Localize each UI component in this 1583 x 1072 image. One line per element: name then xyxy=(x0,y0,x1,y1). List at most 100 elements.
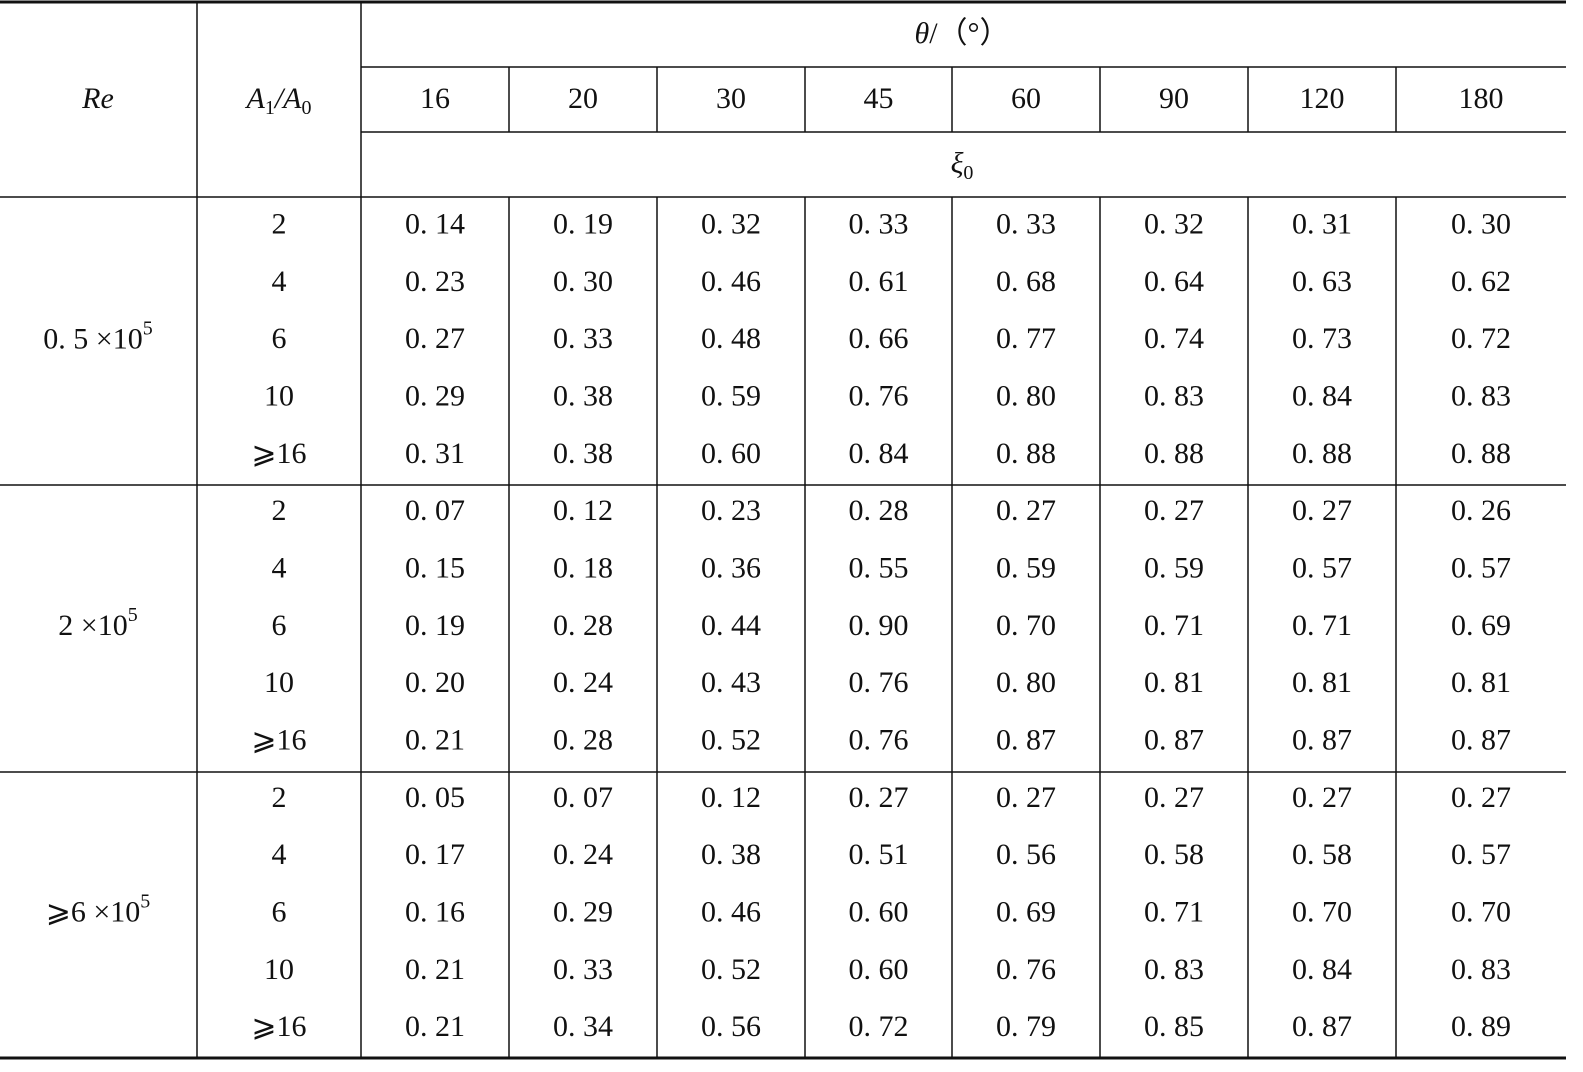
cell-value: 0. 27 xyxy=(849,781,909,814)
cell-value: 0. 33 xyxy=(553,953,613,986)
cell-value: 0. 27 xyxy=(1292,494,1352,527)
area-ratio: 4 xyxy=(272,838,287,871)
area-ratio: 6 xyxy=(272,896,287,929)
cell-value: 0. 88 xyxy=(1451,437,1511,470)
cell-value: 0. 34 xyxy=(553,1010,613,1043)
cell-value: 0. 59 xyxy=(1144,552,1204,585)
cell-value: 0. 83 xyxy=(1451,953,1511,986)
cell-value: 0. 51 xyxy=(849,838,909,871)
cell-value: 0. 63 xyxy=(1292,265,1352,298)
cell-value: 0. 58 xyxy=(1292,838,1352,871)
cell-value: 0. 24 xyxy=(553,666,613,699)
cell-value: 0. 31 xyxy=(1292,208,1352,241)
cell-value: 0. 59 xyxy=(996,552,1056,585)
area-ratio: 2 xyxy=(272,208,287,241)
cell-value: 0. 76 xyxy=(849,380,909,413)
area-ratio: 10 xyxy=(264,380,294,413)
cell-value: 0. 84 xyxy=(1292,953,1352,986)
cell-value: 0. 32 xyxy=(701,208,761,241)
xi-symbol: ξ xyxy=(951,147,964,180)
xi-header: ξ0 xyxy=(951,147,974,184)
cell-value: 0. 28 xyxy=(849,494,909,527)
area-ratio: 4 xyxy=(272,265,287,298)
cell-value: 0. 73 xyxy=(1292,322,1352,355)
cell-value: 0. 21 xyxy=(405,953,465,986)
cell-value: 0. 14 xyxy=(405,208,465,241)
area-ratio: 10 xyxy=(264,666,294,699)
cell-value: 0. 27 xyxy=(405,322,465,355)
cell-value: 0. 71 xyxy=(1144,896,1204,929)
cell-value: 0. 79 xyxy=(996,1010,1056,1043)
ratio-header: A1/A0 xyxy=(245,82,312,119)
cell-value: 0. 70 xyxy=(996,609,1056,642)
cell-value: 0. 46 xyxy=(701,265,761,298)
cell-value: 0. 60 xyxy=(701,437,761,470)
cell-value: 0. 64 xyxy=(1144,265,1204,298)
ratio-part: /A xyxy=(273,82,302,115)
cell-value: 0. 27 xyxy=(1451,781,1511,814)
cell-value: 0. 07 xyxy=(405,494,465,527)
cell-value: 0. 33 xyxy=(849,208,909,241)
angle-header: 20 xyxy=(568,82,598,115)
cell-value: 0. 77 xyxy=(996,322,1056,355)
cell-value: 0. 55 xyxy=(849,552,909,585)
theta-header: θ/（°） xyxy=(914,17,1009,50)
re-exp: 5 xyxy=(143,317,153,339)
cell-value: 0. 05 xyxy=(405,781,465,814)
angle-header: 120 xyxy=(1300,82,1345,115)
re-value: ⩾6 ×105 xyxy=(46,890,151,928)
cell-value: 0. 59 xyxy=(701,380,761,413)
cell-value: 0. 60 xyxy=(849,896,909,929)
cell-value: 0. 32 xyxy=(1144,208,1204,241)
cell-value: 0. 87 xyxy=(1292,724,1352,757)
angle-header: 30 xyxy=(716,82,746,115)
cell-value: 0. 19 xyxy=(405,609,465,642)
re-value: 2 ×105 xyxy=(58,604,137,642)
cell-value: 0. 83 xyxy=(1144,380,1204,413)
cell-value: 0. 57 xyxy=(1451,838,1511,871)
cell-value: 0. 62 xyxy=(1451,265,1511,298)
angle-header: 60 xyxy=(1011,82,1041,115)
cell-value: 0. 84 xyxy=(849,437,909,470)
angle-header: 180 xyxy=(1459,82,1504,115)
area-ratio: ⩾16 xyxy=(251,437,306,470)
cell-value: 0. 87 xyxy=(1292,1010,1352,1043)
area-ratio: 6 xyxy=(272,609,287,642)
cell-value: 0. 38 xyxy=(553,380,613,413)
cell-value: 0. 85 xyxy=(1144,1010,1204,1043)
cell-value: 0. 66 xyxy=(849,322,909,355)
cell-value: 0. 71 xyxy=(1292,609,1352,642)
cell-value: 0. 48 xyxy=(701,322,761,355)
re-base: 2 ×10 xyxy=(58,609,127,642)
cell-value: 0. 80 xyxy=(996,380,1056,413)
angle-header: 90 xyxy=(1159,82,1189,115)
cell-value: 0. 36 xyxy=(701,552,761,585)
cell-value: 0. 15 xyxy=(405,552,465,585)
cell-value: 0. 28 xyxy=(553,724,613,757)
cell-value: 0. 83 xyxy=(1144,953,1204,986)
ratio-part: 0 xyxy=(302,97,312,119)
cell-value: 0. 43 xyxy=(701,666,761,699)
cell-value: 0. 27 xyxy=(1292,781,1352,814)
cell-value: 0. 56 xyxy=(996,838,1056,871)
cell-value: 0. 27 xyxy=(1144,494,1204,527)
cell-value: 0. 57 xyxy=(1451,552,1511,585)
cell-value: 0. 21 xyxy=(405,1010,465,1043)
cell-value: 0. 30 xyxy=(1451,208,1511,241)
cell-value: 0. 27 xyxy=(1144,781,1204,814)
cell-value: 0. 17 xyxy=(405,838,465,871)
cell-value: 0. 74 xyxy=(1144,322,1204,355)
cell-value: 0. 68 xyxy=(996,265,1056,298)
cell-value: 0. 29 xyxy=(405,380,465,413)
area-ratio: 6 xyxy=(272,322,287,355)
cell-value: 0. 18 xyxy=(553,552,613,585)
re-exp: 5 xyxy=(128,604,138,626)
re-base: ⩾6 ×10 xyxy=(46,896,141,929)
cell-value: 0. 76 xyxy=(849,724,909,757)
cell-value: 0. 27 xyxy=(996,781,1056,814)
cell-value: 0. 76 xyxy=(849,666,909,699)
cell-value: 0. 20 xyxy=(405,666,465,699)
cell-value: 0. 27 xyxy=(996,494,1056,527)
re-header: Re xyxy=(81,82,114,115)
